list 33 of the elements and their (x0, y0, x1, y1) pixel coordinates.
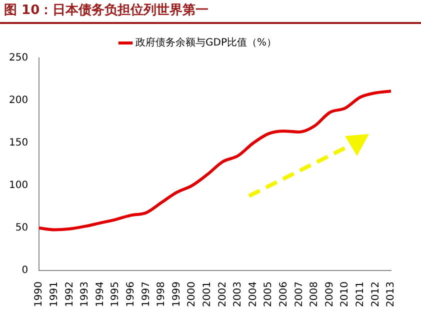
legend-label: 政府债务余额与GDP比值（%） (136, 36, 276, 49)
y-tick-label: 100 (8, 180, 28, 192)
y-tick-label: 150 (8, 138, 28, 149)
y-tick-label: 250 (8, 52, 28, 64)
x-tick-label: 2008 (309, 282, 320, 308)
x-tick-label: 2001 (202, 282, 213, 308)
y-tick-label: 200 (8, 95, 28, 106)
x-tick-label: 2006 (278, 282, 290, 308)
x-tick-label: 1994 (94, 282, 106, 308)
chart-title: 图 10：日本债务负担位列世界第一 (0, 0, 421, 24)
x-tick-label: 2002 (217, 282, 228, 308)
x-tick-label: 2012 (370, 282, 382, 308)
x-tick-label: 2003 (232, 282, 244, 308)
x-tick-label: 1992 (64, 282, 76, 308)
x-tick-label: 2011 (354, 282, 366, 308)
y-tick-label: 0 (22, 265, 28, 276)
line-series (38, 90, 392, 232)
x-tick-label: 1996 (125, 282, 136, 308)
x-tick-label: 1995 (110, 282, 122, 308)
x-tick-label: 1990 (34, 282, 45, 308)
y-tick-label: 50 (15, 222, 28, 234)
x-tick-label: 2013 (386, 282, 397, 308)
x-tick-label: 1997 (140, 282, 152, 308)
x-tick-label: 2000 (186, 282, 198, 308)
x-tick-label: 2004 (248, 282, 259, 308)
x-tick-label: 1999 (171, 282, 182, 308)
x-tick-label: 1991 (48, 282, 60, 308)
x-tick-label: 2007 (294, 282, 305, 308)
x-tick-label: 1998 (156, 282, 168, 308)
x-tick-label: 1993 (80, 282, 91, 308)
x-tick-label: 2005 (263, 282, 274, 308)
x-tick-label: 2010 (340, 282, 351, 308)
x-tick-label: 2009 (324, 282, 336, 308)
